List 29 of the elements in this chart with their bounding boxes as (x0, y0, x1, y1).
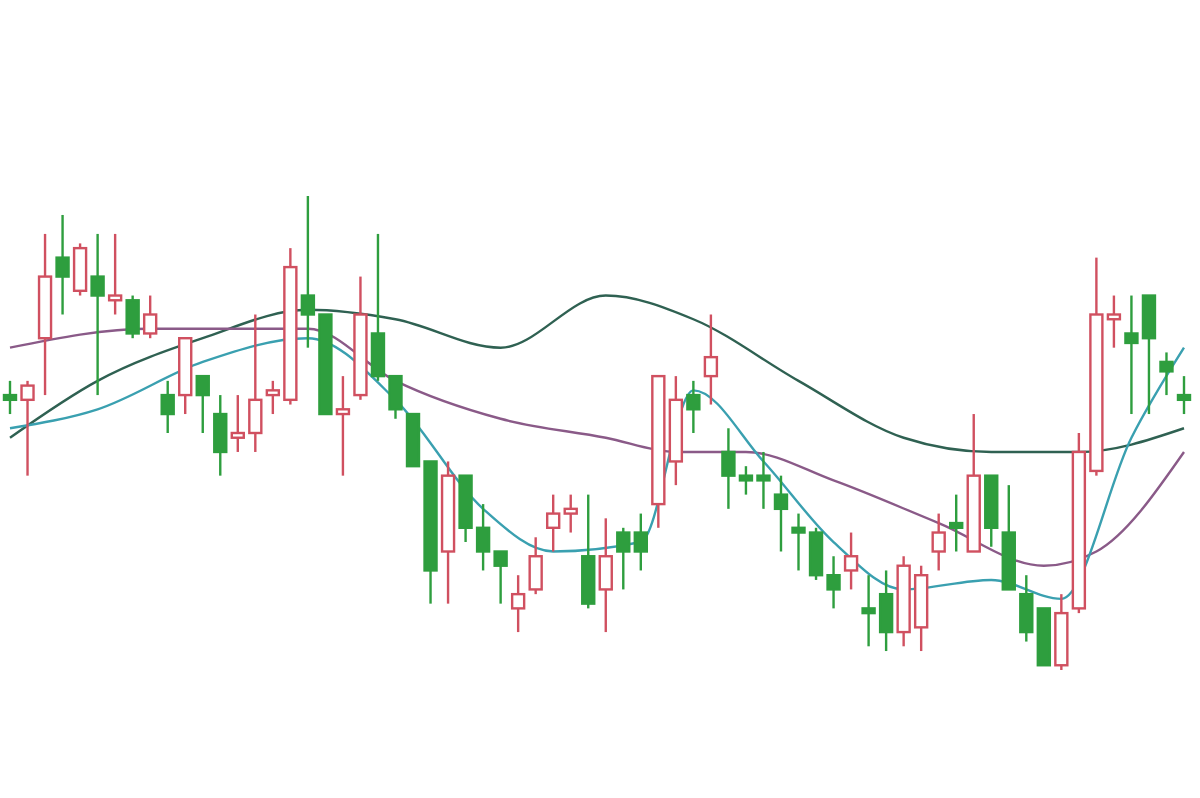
candlestick (598, 517, 613, 634)
candlestick (72, 242, 88, 297)
candlestick (213, 393, 228, 477)
candlestick (703, 313, 719, 406)
candlestick (545, 493, 561, 553)
candlestick (1176, 374, 1192, 416)
candlestick (142, 294, 158, 340)
candlestick (195, 374, 210, 435)
candlestick (616, 526, 631, 591)
candlestick (1019, 574, 1034, 643)
candlestick (1159, 351, 1174, 397)
candlestick (773, 474, 789, 553)
candlestick (107, 232, 123, 316)
candlestick (581, 493, 596, 610)
candlestick (510, 574, 526, 634)
candlestick (931, 512, 946, 572)
candlestick (125, 294, 140, 340)
candlestick (633, 512, 649, 572)
candlestick (335, 374, 351, 477)
candlestick (528, 536, 543, 596)
candlestick (90, 232, 105, 397)
candlestick (20, 379, 35, 477)
candlestick (686, 379, 701, 435)
candlestick (55, 213, 70, 316)
candlestick (949, 493, 964, 553)
candlestick (563, 493, 578, 534)
candlestick (160, 379, 175, 435)
candlestick (2, 379, 18, 416)
candlestick (843, 531, 859, 591)
